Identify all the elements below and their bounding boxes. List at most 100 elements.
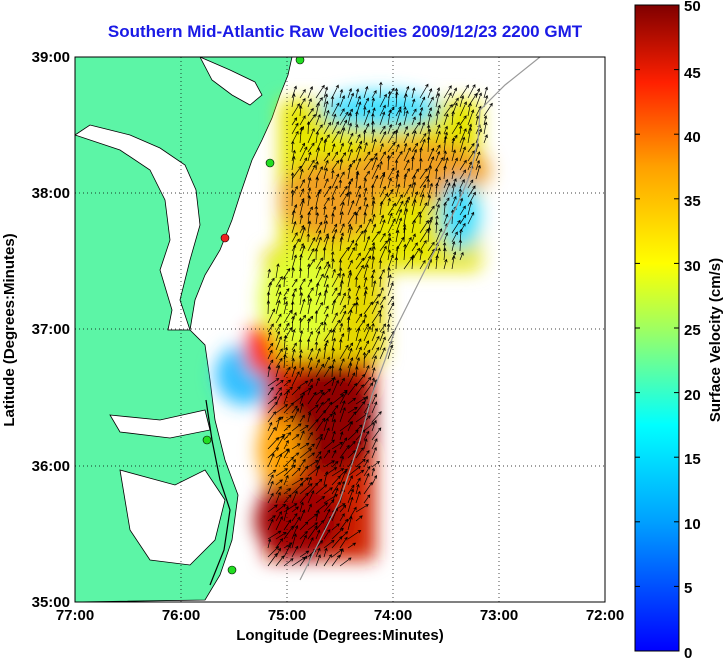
velocity-arrow bbox=[427, 147, 435, 162]
velocity-arrow bbox=[451, 195, 457, 207]
velocity-arrow bbox=[291, 232, 298, 243]
velocity-arrow bbox=[315, 273, 324, 288]
velocity-arrow bbox=[323, 470, 329, 486]
velocity-arrow bbox=[315, 160, 319, 171]
colorbar-label: Surface Velocity (cm/s) bbox=[707, 258, 724, 422]
velocity-arrow bbox=[427, 107, 433, 117]
colorbar-tick-label: 30 bbox=[684, 258, 701, 275]
velocity-arrow bbox=[291, 348, 296, 360]
radar-site-marker bbox=[227, 565, 237, 575]
velocity-arrow bbox=[283, 488, 292, 495]
colorbar-tick-label: 40 bbox=[684, 129, 701, 146]
velocity-arrow bbox=[291, 357, 295, 369]
velocity-arrow bbox=[435, 197, 441, 207]
velocity-arrow bbox=[339, 304, 346, 315]
velocity-arrow bbox=[299, 253, 303, 270]
velocity-arrow bbox=[443, 182, 451, 198]
velocity-arrow bbox=[331, 379, 339, 396]
velocity-arrow bbox=[323, 305, 329, 315]
velocity-arrow bbox=[331, 328, 336, 342]
velocity-arrow bbox=[363, 264, 369, 279]
velocity-arrow bbox=[347, 475, 353, 486]
velocity-arrow bbox=[459, 101, 467, 117]
velocity-arrow bbox=[434, 221, 439, 234]
velocity-arrow bbox=[419, 83, 429, 99]
velocity-arrow bbox=[307, 187, 312, 198]
velocity-arrow bbox=[355, 110, 359, 126]
velocity-arrow bbox=[307, 443, 316, 450]
velocity-arrow bbox=[403, 173, 408, 189]
velocity-arrow bbox=[275, 435, 285, 450]
grid-lines bbox=[75, 57, 605, 602]
velocity-arrow bbox=[307, 513, 318, 522]
velocity-arrow bbox=[339, 557, 352, 567]
velocity-arrow bbox=[451, 231, 458, 243]
velocity-arrow bbox=[331, 228, 338, 243]
velocity-arrow bbox=[363, 276, 368, 288]
velocity-arrow bbox=[379, 200, 384, 216]
velocity-arrow bbox=[267, 437, 280, 450]
velocity-arrow bbox=[427, 226, 432, 243]
velocity-arrow bbox=[322, 246, 327, 261]
velocity-arrow bbox=[315, 391, 325, 405]
velocity-arrow bbox=[331, 143, 336, 153]
velocity-arrow bbox=[418, 213, 423, 225]
velocity-arrow bbox=[363, 157, 373, 171]
velocity-arrow bbox=[339, 513, 345, 522]
velocity-arrow bbox=[355, 327, 361, 342]
velocity-arrow bbox=[283, 366, 291, 378]
velocity-arrow bbox=[451, 121, 460, 135]
velocity-arrow bbox=[347, 302, 356, 315]
velocity-arrow bbox=[355, 357, 361, 369]
velocity-arrow bbox=[379, 245, 387, 261]
velocity-arrow bbox=[315, 484, 328, 495]
velocity-arrow bbox=[347, 397, 357, 405]
velocity-arrow bbox=[283, 415, 294, 423]
velocity-arrow bbox=[363, 235, 371, 252]
velocity-arrow bbox=[371, 152, 378, 162]
velocity-arrow bbox=[371, 401, 378, 414]
velocity-arrow bbox=[355, 346, 362, 360]
velocity-arrow bbox=[355, 257, 365, 270]
velocity-arrow bbox=[411, 87, 416, 99]
velocity-arrow bbox=[291, 209, 296, 225]
velocity-arrow bbox=[323, 487, 333, 495]
velocity-arrow bbox=[267, 342, 274, 351]
velocity-arrow bbox=[403, 167, 410, 180]
velocity-arrow bbox=[331, 475, 341, 486]
velocity-arrow bbox=[307, 391, 317, 405]
velocity-arrow bbox=[315, 502, 328, 513]
velocity-arrow bbox=[315, 282, 320, 297]
velocity-arrow bbox=[298, 354, 303, 369]
velocity-arrow bbox=[387, 232, 392, 243]
velocity-arrow bbox=[339, 431, 344, 441]
velocity-arrow bbox=[323, 321, 327, 333]
velocity-arrow bbox=[451, 110, 455, 126]
velocity-arrow bbox=[387, 90, 392, 108]
velocity-arrow bbox=[355, 88, 360, 99]
velocity-arrow bbox=[323, 529, 331, 540]
velocity-arrow bbox=[403, 159, 410, 171]
velocity-arrow bbox=[475, 159, 480, 171]
velocity-arrow bbox=[371, 322, 375, 333]
velocity-arrow bbox=[275, 336, 282, 351]
velocity-arrow bbox=[387, 237, 392, 252]
velocity-arrow bbox=[347, 211, 357, 225]
velocity-arrow bbox=[299, 492, 309, 504]
velocity-arrow bbox=[459, 136, 466, 153]
velocity-arrow bbox=[483, 102, 493, 117]
velocity-arrow bbox=[299, 458, 306, 468]
velocity-arrow bbox=[315, 417, 326, 432]
velocity-arrow bbox=[363, 472, 370, 486]
velocity-arrow bbox=[371, 241, 376, 252]
velocity-arrow bbox=[403, 256, 414, 270]
velocity-arrow bbox=[355, 483, 360, 495]
velocity-arrow bbox=[371, 355, 377, 369]
velocity-arrow bbox=[387, 130, 396, 144]
velocity-arrow bbox=[419, 193, 425, 207]
velocity-arrow bbox=[267, 421, 273, 432]
velocity-arrow bbox=[307, 248, 315, 261]
velocity-arrow bbox=[403, 208, 409, 225]
velocity-arrow bbox=[378, 259, 383, 270]
velocity-arrow bbox=[467, 200, 473, 216]
